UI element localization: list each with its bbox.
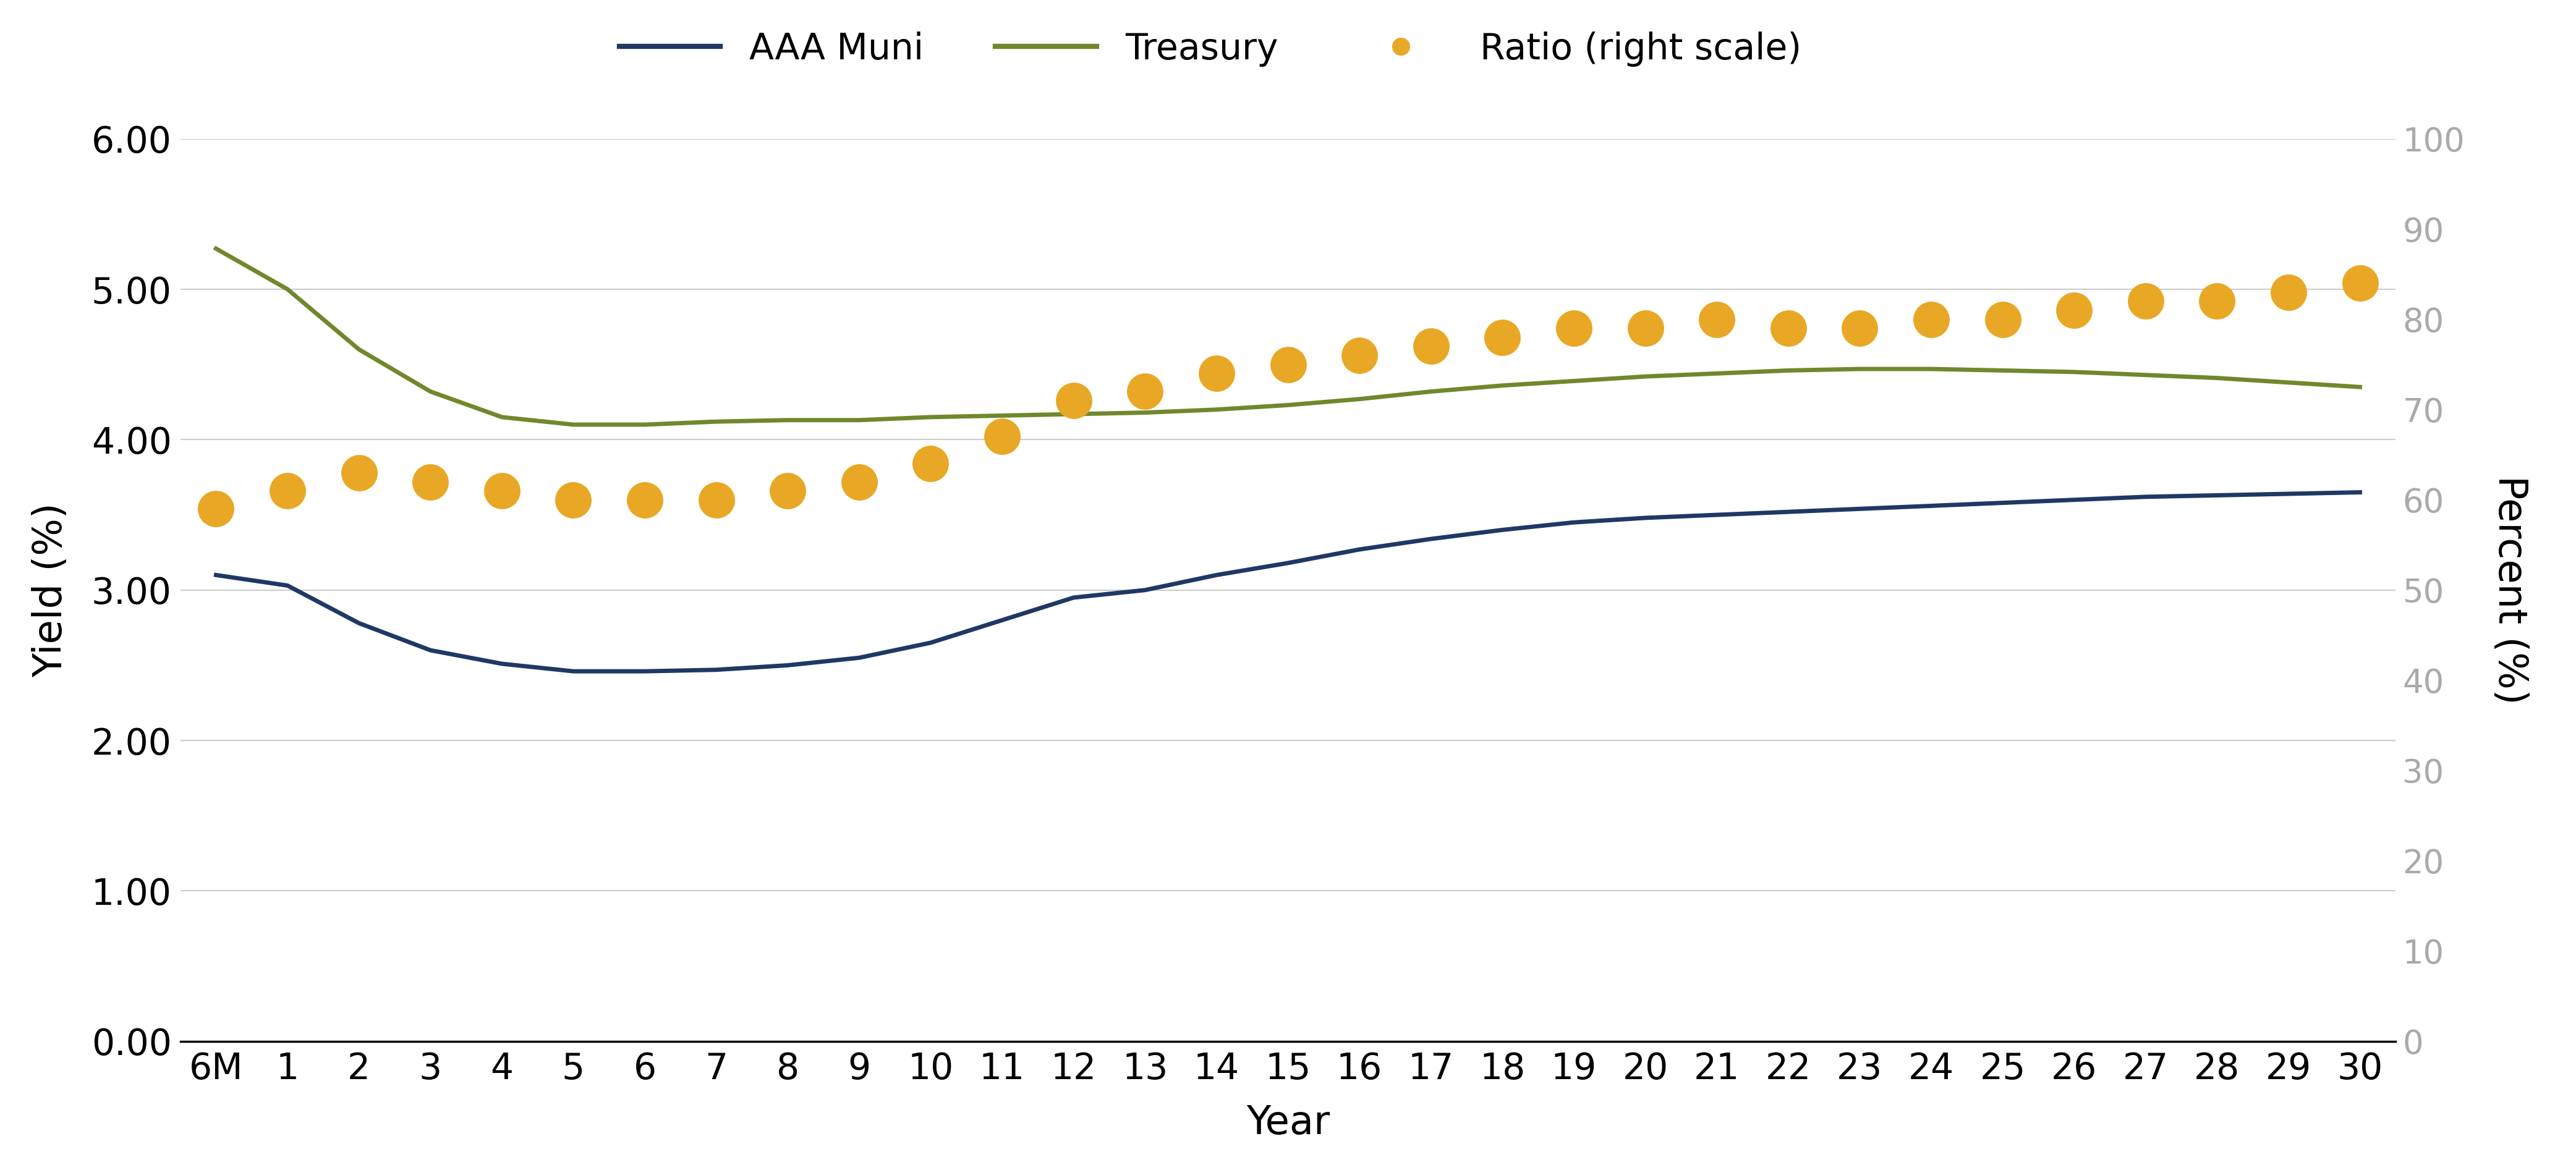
- Point: [909, 455, 951, 473]
- Point: [337, 464, 379, 482]
- Point: [1481, 329, 1522, 347]
- Point: [1126, 382, 1167, 400]
- Point: [554, 491, 595, 509]
- Point: [2053, 301, 2094, 319]
- Point: [1625, 319, 1667, 338]
- Point: [1195, 364, 1236, 383]
- Point: [1767, 319, 1808, 338]
- Point: [2267, 283, 2308, 302]
- Point: [268, 481, 309, 500]
- Y-axis label: Yield (%): Yield (%): [31, 502, 70, 678]
- Point: [1553, 319, 1595, 338]
- Point: [1981, 310, 2022, 329]
- Point: [1054, 391, 1095, 410]
- Point: [1911, 310, 1953, 329]
- Legend: AAA Muni, Treasury, Ratio (right scale): AAA Muni, Treasury, Ratio (right scale): [605, 17, 1816, 81]
- Point: [1340, 346, 1381, 364]
- Point: [768, 481, 809, 500]
- Point: [2125, 292, 2166, 310]
- Point: [840, 472, 881, 491]
- Point: [2197, 292, 2239, 310]
- Y-axis label: Percent (%): Percent (%): [2491, 476, 2530, 705]
- Point: [1695, 310, 1736, 329]
- X-axis label: Year: Year: [1247, 1104, 1329, 1142]
- Point: [1267, 355, 1309, 374]
- Point: [2339, 274, 2380, 293]
- Point: [482, 481, 523, 500]
- Point: [410, 472, 451, 491]
- Point: [696, 491, 737, 509]
- Point: [196, 500, 237, 518]
- Point: [981, 427, 1023, 445]
- Point: [1409, 337, 1450, 355]
- Point: [1839, 319, 1880, 338]
- Point: [623, 491, 665, 509]
